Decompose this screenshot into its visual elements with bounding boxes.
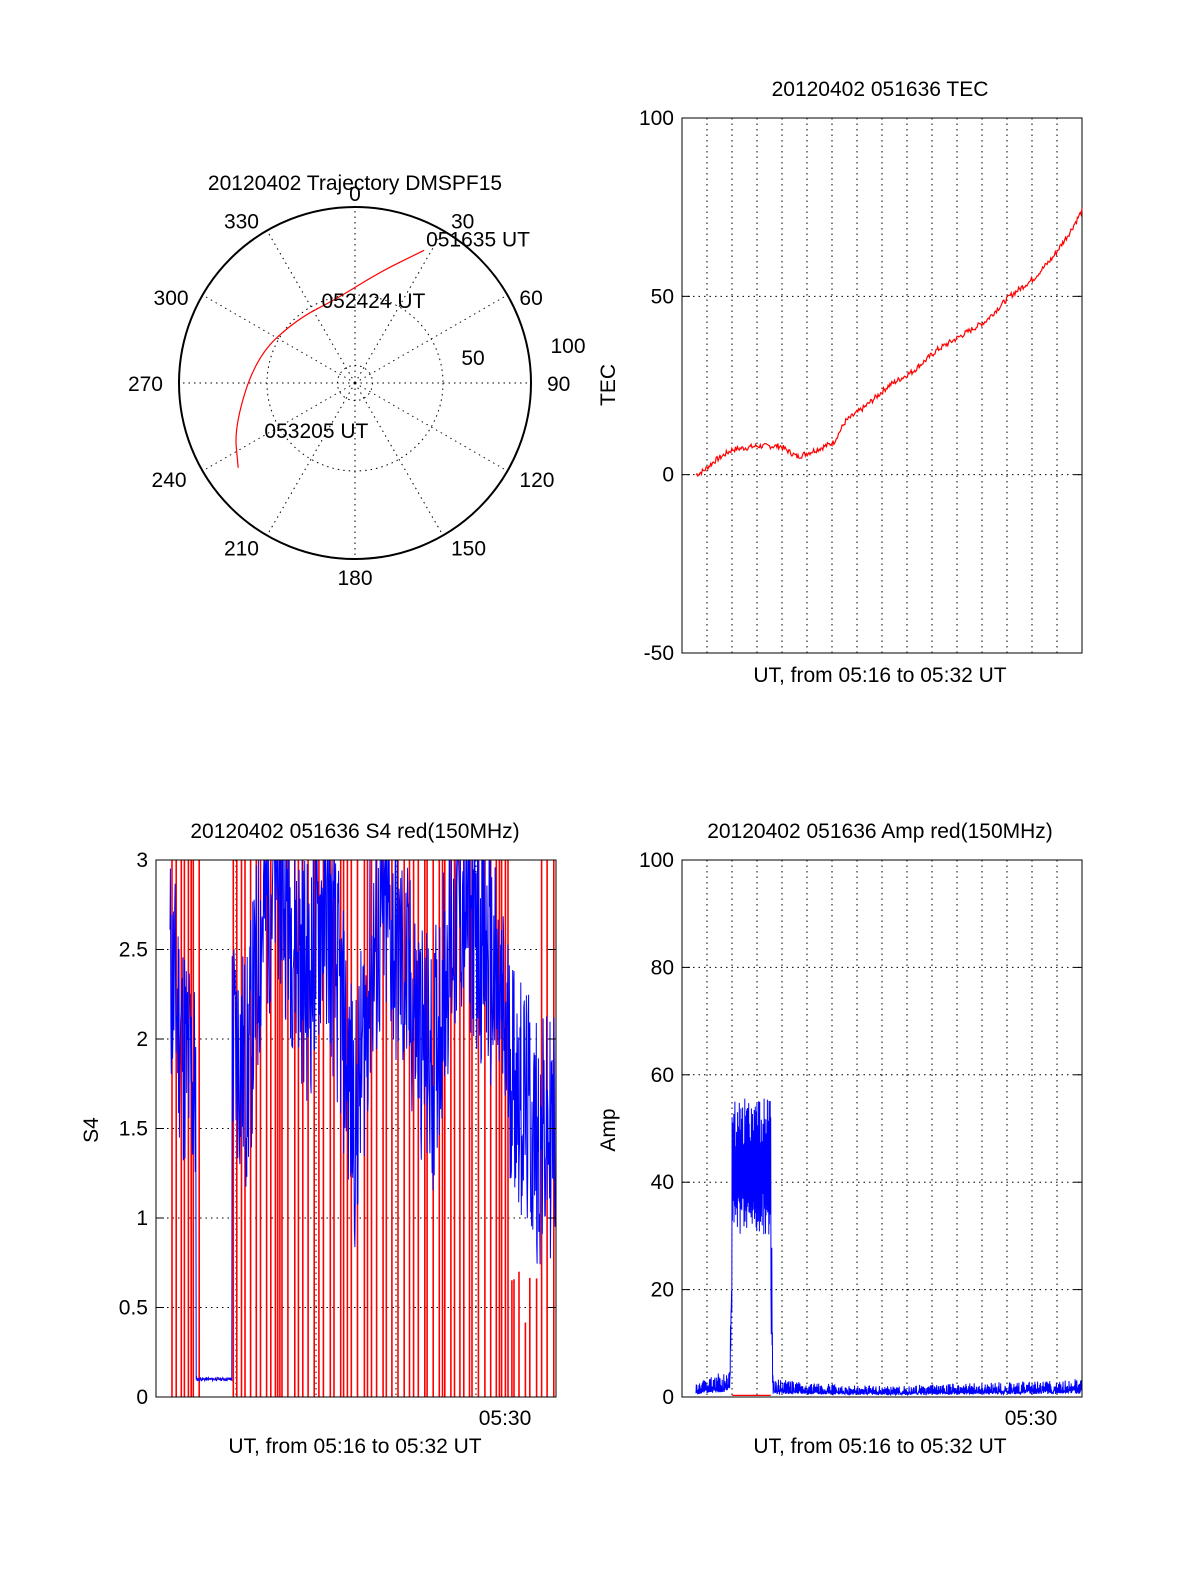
y-tick-label: 0.5 [119,1297,148,1320]
polar-radial-labels: 50 100 [461,335,585,370]
y-tick-label: 0 [136,1386,148,1409]
s4-title: 20120402 051636 S4 red(150MHz) [190,820,519,843]
polar-spoke [202,294,356,384]
polar-grid [178,206,532,560]
s4-y-tick-labels: 0 0.5 1 1.5 2 2.5 3 [119,849,556,1409]
y-tick-label: 100 [639,849,674,872]
polar-angle-label: 270 [128,373,163,396]
trajectory-annotations: 051635 UT 052424 UT 053205 UT [264,228,530,443]
polar-spoke [266,230,356,384]
tec-panel: 20120402 051636 TEC -50 0 50 100 UT, from 0… [597,78,1083,687]
amp-y-tick-labels: 0 20 40 60 80 100 [639,849,1082,1409]
y-tick-label: -50 [644,642,674,665]
trajectory-line [235,249,425,468]
y-tick-label: 3 [136,849,148,872]
polar-spoke [354,382,444,536]
polar-spoke [266,382,356,536]
y-tick-label: 1 [136,1207,148,1230]
tec-grid [682,118,1082,653]
trajectory-annotation: 051635 UT [426,228,530,251]
polar-spoke [354,230,444,384]
polar-angle-label: 240 [152,469,187,492]
amp-panel: 20120402 051636 Amp red(150MHz) 0 20 40 60 8… [597,820,1083,1458]
y-tick-label: 60 [651,1064,674,1087]
polar-radial-label: 100 [550,335,585,358]
y-tick-label: 0 [662,464,674,487]
polar-outer-circle [178,206,532,560]
amp-grid [682,860,1082,1397]
s4-blue-series-line [169,859,557,1383]
polar-angle-label: 210 [224,537,259,560]
polar-angle-label: 330 [224,211,259,234]
polar-spoke [202,382,356,472]
polar-radial-label: 50 [461,347,484,370]
y-tick-label: 80 [651,956,674,979]
polar-angle-label: 0 [349,183,361,206]
polar-spoke [354,382,508,472]
polar-angle-label: 150 [451,537,486,560]
y-tick-label: 0 [662,1386,674,1409]
amp-title: 20120402 051636 Amp red(150MHz) [707,820,1053,843]
tec-series-line [695,208,1083,478]
polar-title: 20120402 Trajectory DMSPF15 [208,172,502,195]
y-tick-label: 1.5 [119,1118,148,1141]
y-tick-label: 40 [651,1171,674,1194]
y-tick-label: 2 [136,1028,148,1051]
trajectory-annotation: 053205 UT [264,420,368,443]
tec-y-tick-labels: -50 0 50 100 [639,107,1082,665]
polar-angle-label: 30 [451,211,474,234]
tec-x-axis-label: UT, from 05:16 to 05:32 UT [753,664,1006,687]
polar-spoke [354,294,508,384]
y-tick-label: 20 [651,1279,674,1302]
s4-x-axis-label: UT, from 05:16 to 05:32 UT [228,1435,481,1458]
polar-angle-label: 60 [519,287,542,310]
amp-frame [681,859,1083,1398]
amp-x-axis-label: UT, from 05:16 to 05:32 UT [753,1435,1006,1458]
amp-x-tick-label: 05:30 [1005,1407,1058,1430]
tec-frame [681,117,1083,654]
polar-angle-label: 300 [154,287,189,310]
polar-angle-label: 90 [547,373,570,396]
polar-angle-label: 180 [337,567,372,590]
s4-panel: 20120402 051636 S4 red(150MHz) 0 0.5 1 1.5 2… [80,820,557,1458]
tec-y-axis-label: TEC [597,364,620,406]
polar-angle-label: 120 [519,469,554,492]
y-tick-label: 50 [651,285,674,308]
y-tick-label: 100 [639,107,674,130]
amp-blue-series-line [695,1098,1083,1397]
polar-angle-labels: 0 30 60 90 120 150 180 210 240 270 300 330 [128,183,570,590]
tec-title: 20120402 051636 TEC [772,78,989,101]
amp-y-axis-label: Amp [597,1108,620,1151]
s4-y-axis-label: S4 [80,1117,103,1143]
polar-trajectory-panel: 20120402 Trajectory DMSPF15 0 30 60 90 120 15… [128,172,586,590]
s4-x-tick-label: 05:30 [479,1407,532,1430]
trajectory-annotation: 052424 UT [321,290,425,313]
y-tick-label: 2.5 [119,939,148,962]
